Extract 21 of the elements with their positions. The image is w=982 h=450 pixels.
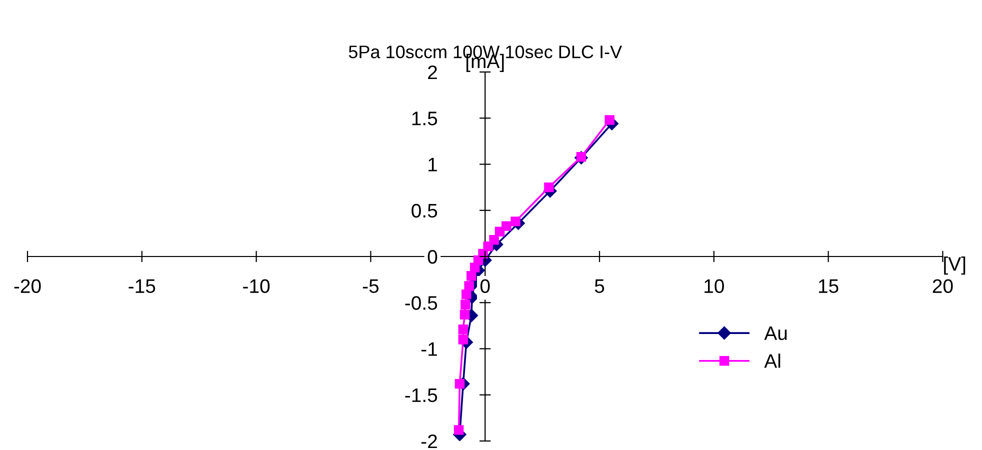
legend-label: Au	[764, 326, 787, 340]
x-tick-label: 10	[704, 279, 724, 294]
x-tick-label: -20	[14, 279, 41, 294]
legend-label: Al	[764, 354, 780, 368]
y-tick-label: 1	[428, 158, 437, 172]
x-tick-label: -5	[362, 279, 379, 294]
y-tick-label: 1.5	[412, 112, 438, 126]
x-tick-label: 20	[932, 279, 953, 294]
x-tick-label: -15	[128, 279, 156, 294]
x-axis-title: [V]	[944, 256, 966, 275]
y-tick-label: -1	[421, 342, 437, 356]
y-tick-label: -0.5	[405, 296, 438, 310]
y-tick-label: -1.5	[405, 388, 438, 402]
x-tick-label: 15	[818, 279, 838, 294]
y-tick-label: 0	[428, 250, 438, 264]
x-tick-label: 5	[594, 279, 604, 294]
x-tick-label: -10	[243, 279, 270, 294]
y-tick-label: -2	[421, 434, 437, 448]
y-tick-label: 2	[428, 65, 437, 80]
y-tick-label: 0.5	[412, 204, 438, 218]
x-tick-label: 0	[480, 279, 490, 294]
